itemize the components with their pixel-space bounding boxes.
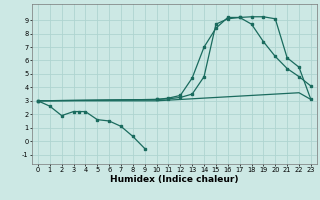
X-axis label: Humidex (Indice chaleur): Humidex (Indice chaleur) [110,175,239,184]
